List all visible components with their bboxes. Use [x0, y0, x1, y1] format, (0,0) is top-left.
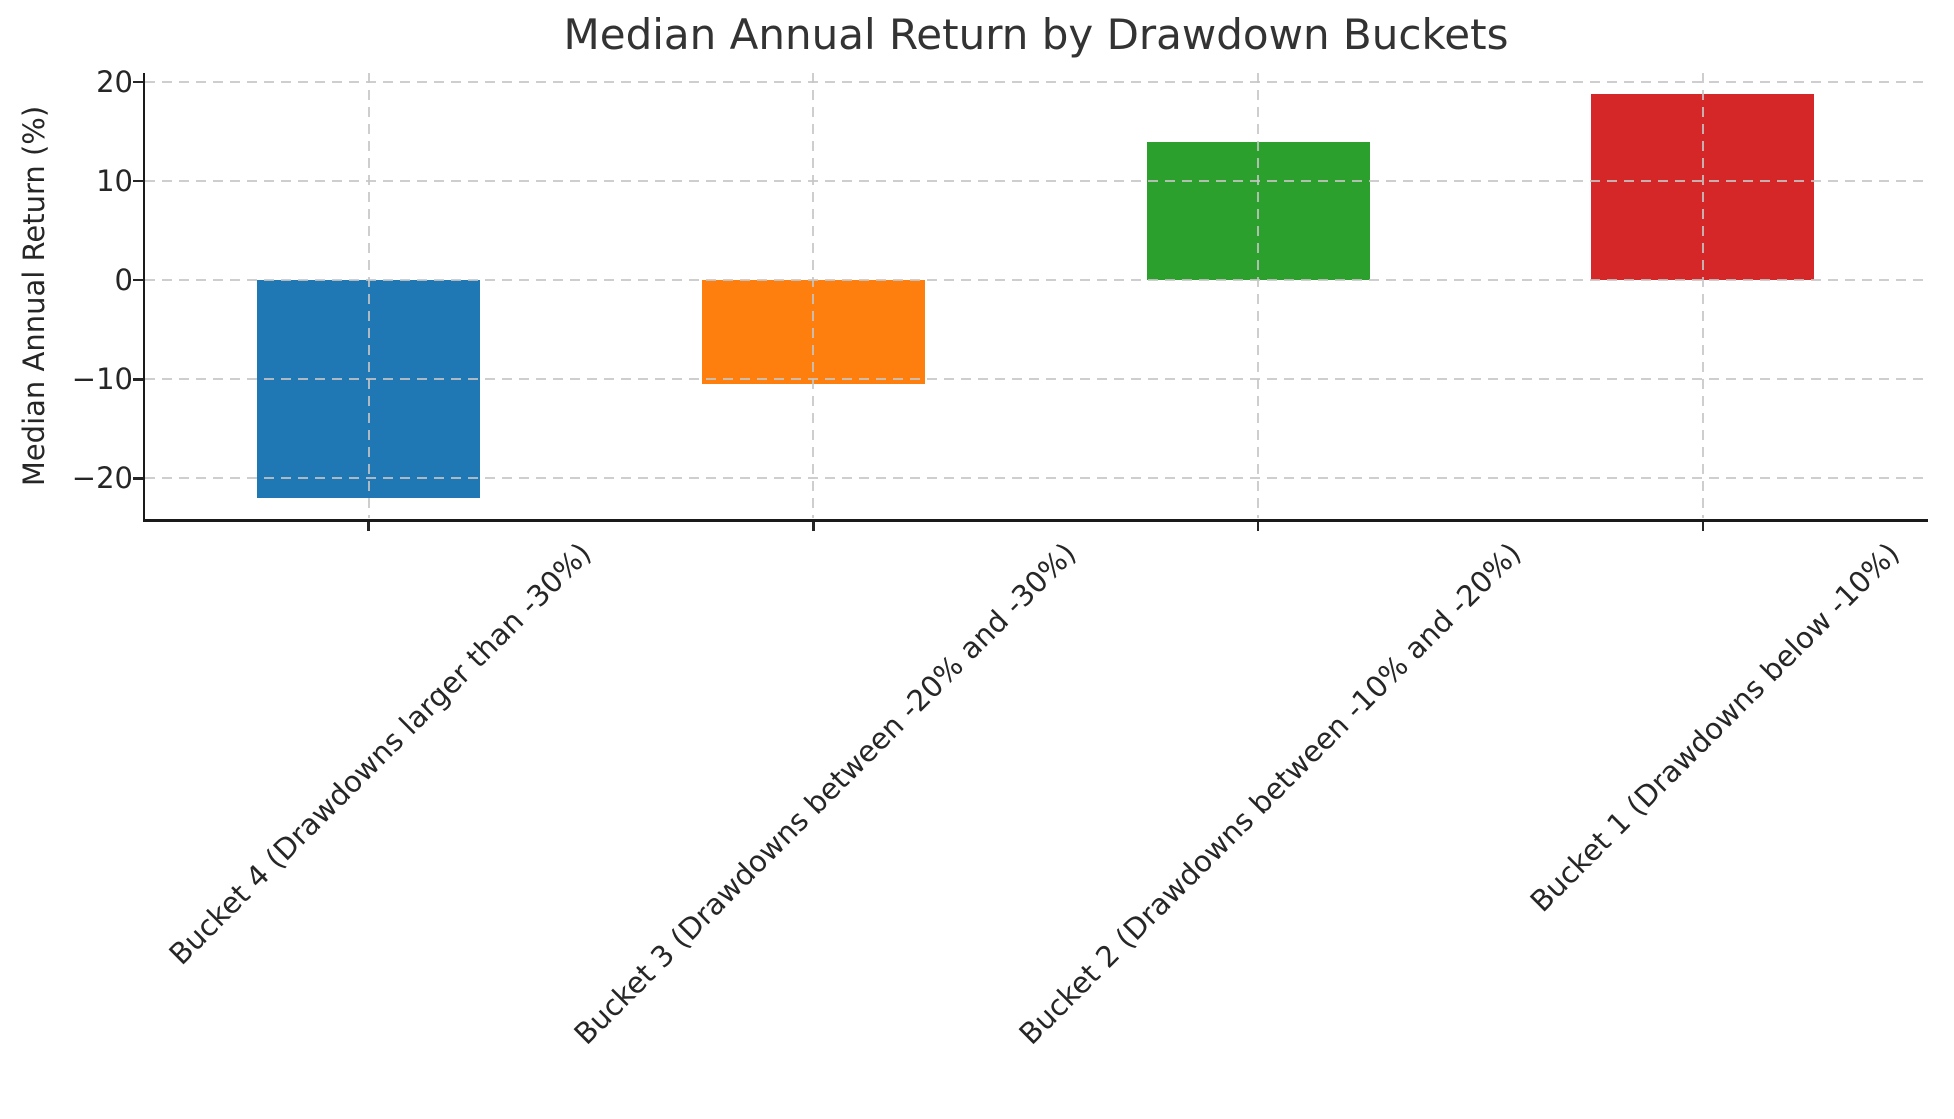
v-gridline-3: [1257, 73, 1260, 518]
h-gridline--10: [145, 378, 1923, 381]
left-spine: [142, 73, 145, 522]
chart-title: Median Annual Return by Drawdown Buckets: [563, 10, 1509, 59]
y-tick-label-0: 0: [114, 263, 133, 298]
y-tick-label--20: −20: [71, 461, 133, 496]
y-tick--10: [133, 378, 143, 381]
x-category-label-2: Bucket 3 (Drawdowns between -20% and -30…: [567, 536, 1083, 1052]
h-gridline-20: [145, 80, 1923, 83]
y-tick-label-10: 10: [96, 164, 133, 199]
y-axis-label: Median Annual Return (%): [17, 105, 51, 487]
v-gridline-2: [812, 73, 815, 518]
y-tick-20: [133, 80, 143, 84]
y-tick-label--10: −10: [71, 362, 133, 397]
x-category-label-3: Bucket 2 (Drawdowns between -10% and -20…: [1012, 536, 1528, 1052]
y-tick-10: [133, 179, 143, 183]
y-tick-label-20: 20: [96, 64, 133, 99]
y-tick-0: [133, 278, 143, 282]
h-gridline--20: [145, 477, 1923, 480]
bottom-spine: [142, 519, 1928, 522]
x-tick-1: [367, 521, 370, 531]
h-gridline-0: [145, 279, 1923, 282]
v-gridline-1: [367, 73, 370, 518]
x-tick-4: [1701, 521, 1705, 531]
x-tick-2: [812, 521, 815, 531]
x-category-label-1: Bucket 4 (Drawdowns larger than -30%): [162, 536, 599, 972]
x-category-label-4: Bucket 1 (Drawdowns below -10%): [1523, 536, 1907, 919]
h-gridline-10: [145, 180, 1923, 183]
x-tick-3: [1256, 521, 1260, 531]
y-tick--20: [133, 477, 143, 480]
v-gridline-4: [1701, 73, 1704, 518]
